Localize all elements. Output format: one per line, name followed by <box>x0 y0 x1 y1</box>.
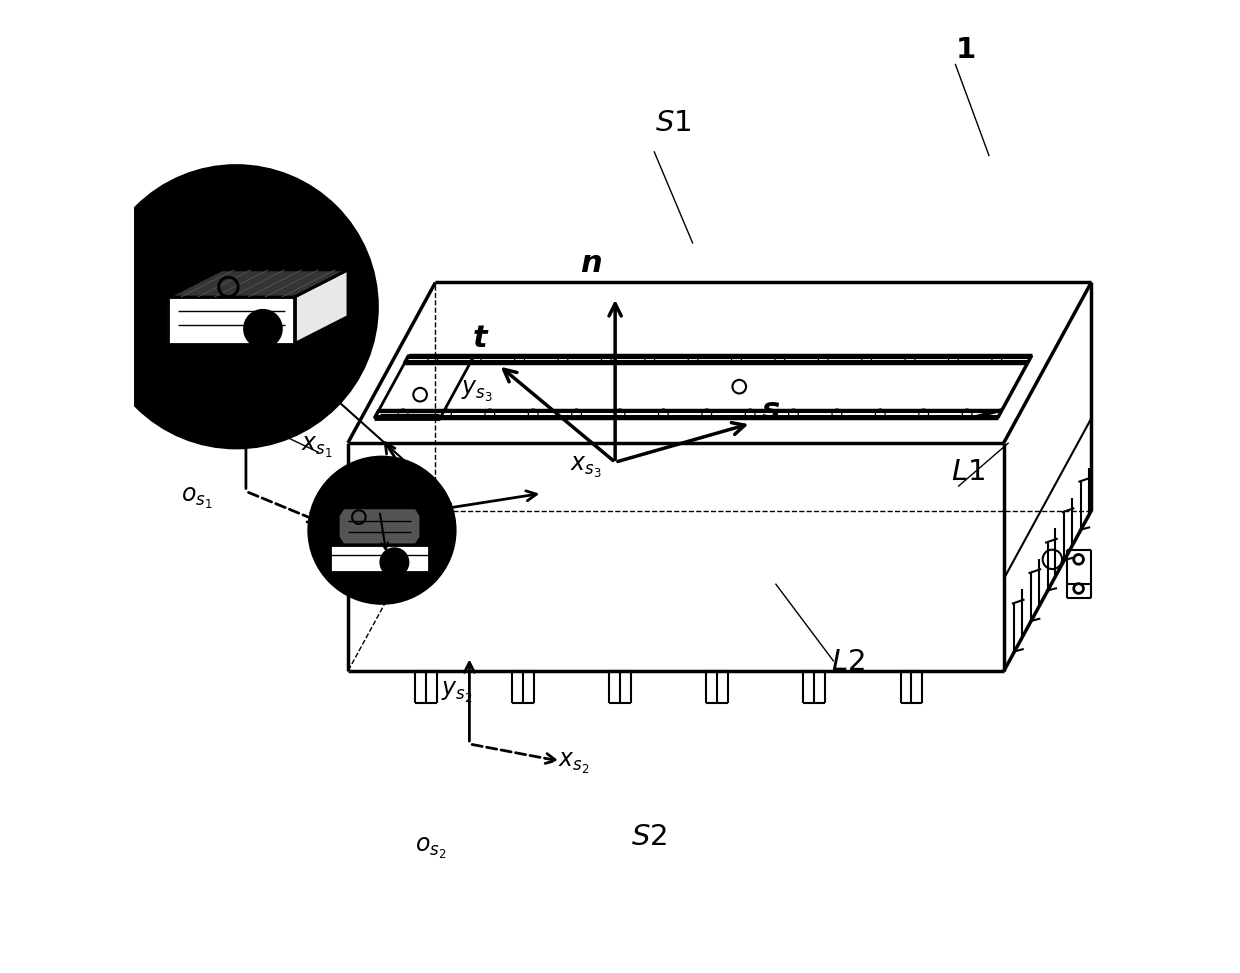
Circle shape <box>95 165 377 448</box>
Text: $y_{s_3}$: $y_{s_3}$ <box>461 378 494 404</box>
Text: $\boldsymbol{n}$: $\boldsymbol{n}$ <box>580 247 601 278</box>
Text: $\mathbf{1}$: $\mathbf{1}$ <box>955 35 975 64</box>
Text: $\boldsymbol{t}$: $\boldsymbol{t}$ <box>472 323 490 354</box>
Text: $S3$: $S3$ <box>393 516 429 545</box>
Circle shape <box>309 457 455 603</box>
Polygon shape <box>339 508 420 545</box>
Polygon shape <box>330 545 429 572</box>
Polygon shape <box>169 297 295 343</box>
Text: $L2$: $L2$ <box>831 647 866 676</box>
Circle shape <box>244 310 281 347</box>
Polygon shape <box>169 270 348 297</box>
Text: $x_{s_2}$: $x_{s_2}$ <box>558 751 589 776</box>
Text: $\mathbf{2}$: $\mathbf{2}$ <box>268 414 288 443</box>
Text: $S1$: $S1$ <box>655 108 692 136</box>
Text: $o_{s_2}$: $o_{s_2}$ <box>415 836 446 860</box>
Text: $y_{s_1}$: $y_{s_1}$ <box>203 351 234 377</box>
Circle shape <box>381 549 408 576</box>
Text: $x_{s_1}$: $x_{s_1}$ <box>301 435 332 460</box>
Text: $x_{s_3}$: $x_{s_3}$ <box>570 454 601 480</box>
Polygon shape <box>295 270 348 343</box>
Text: $S2$: $S2$ <box>631 822 667 850</box>
Text: $o_{s_1}$: $o_{s_1}$ <box>181 486 212 511</box>
Text: $L1$: $L1$ <box>951 457 985 486</box>
Text: $y_{s_2}$: $y_{s_2}$ <box>441 680 472 705</box>
Text: $\boldsymbol{s}$: $\boldsymbol{s}$ <box>761 395 780 426</box>
Text: $\mathbf{0}_{s_3}$: $\mathbf{0}_{s_3}$ <box>427 489 454 513</box>
